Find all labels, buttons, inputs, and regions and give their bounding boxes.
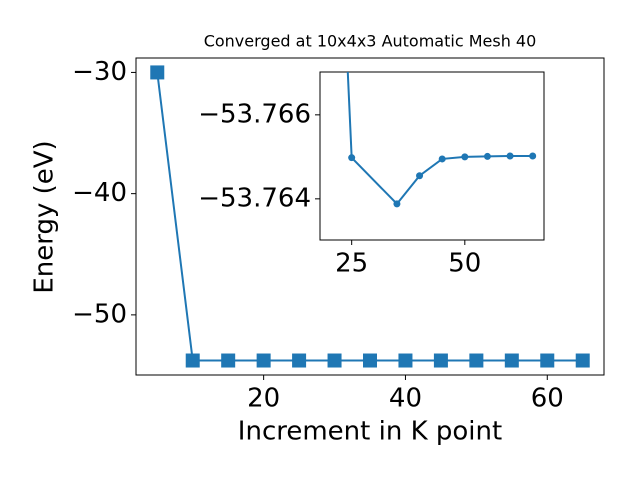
marker — [150, 65, 165, 80]
chart-title: Converged at 10x4x3 Automatic Mesh 40 — [204, 32, 537, 51]
marker — [398, 353, 413, 368]
x-tick-label: 25 — [335, 249, 368, 279]
marker — [292, 353, 307, 368]
x-axis-label: Increment in K point — [238, 417, 502, 447]
marker — [483, 152, 491, 160]
marker — [221, 353, 236, 368]
y-tick-label: −40 — [72, 178, 127, 208]
marker — [185, 353, 200, 368]
marker — [256, 353, 271, 368]
marker — [575, 353, 590, 368]
y-tick-label: −50 — [72, 299, 127, 329]
x-tick-label: 60 — [531, 384, 564, 414]
marker — [438, 155, 446, 163]
marker — [469, 353, 484, 368]
marker — [327, 353, 342, 368]
marker — [363, 353, 377, 368]
series — [150, 65, 590, 368]
marker — [529, 152, 537, 160]
x-tick-label: 50 — [448, 249, 481, 279]
marker — [540, 353, 555, 368]
marker — [461, 153, 469, 161]
marker — [506, 152, 514, 160]
marker — [393, 200, 401, 208]
y-tick-label: −30 — [72, 57, 127, 87]
x-tick-label: 20 — [247, 384, 280, 414]
marker — [433, 353, 448, 368]
marker — [348, 154, 356, 162]
y-tick-label: −53.766 — [198, 99, 311, 129]
series — [346, 72, 537, 208]
x-tick-label: 40 — [389, 384, 422, 414]
y-tick-label: −53.764 — [198, 183, 311, 213]
marker — [416, 172, 424, 180]
marker — [504, 353, 519, 368]
y-axis-label: Energy (eV) — [30, 140, 60, 293]
